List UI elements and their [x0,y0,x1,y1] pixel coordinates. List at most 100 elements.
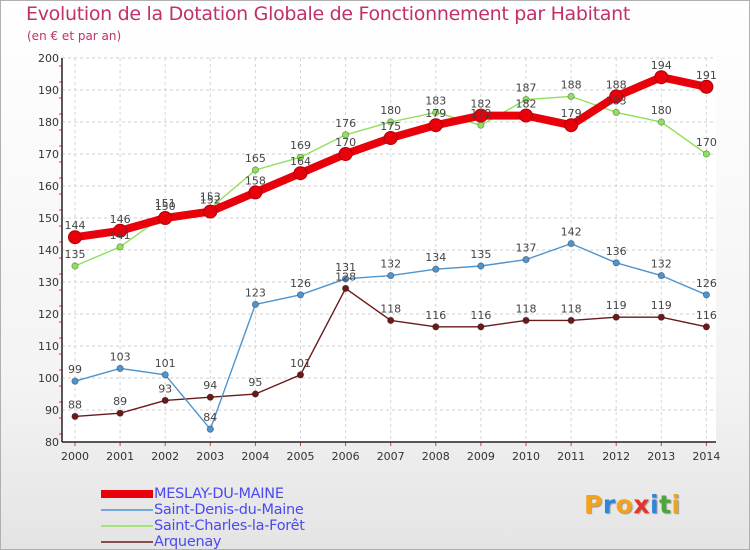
legend-swatch-meslay [101,490,153,498]
point-arquenay [612,313,620,321]
data-label-arquenay: 101 [290,357,311,370]
point-meslay [609,89,624,104]
data-label-saint-charles: 179 [470,107,491,120]
x-tick-label: 2009 [467,450,495,463]
point-saint-denis [71,377,79,385]
data-label-saint-charles: 169 [290,139,311,152]
point-saint-charles [341,131,350,139]
data-label-arquenay: 116 [696,309,717,322]
legend-swatch-arquenay [101,541,153,543]
data-label-meslay: 150 [155,200,176,213]
point-saint-denis [702,291,711,299]
data-label-meslay: 179 [561,107,582,120]
proxiti-letter: r [602,490,616,519]
point-saint-charles [71,262,79,270]
y-tick-label: 190 [38,84,59,97]
point-saint-charles [251,166,259,174]
point-saint-denis [206,425,214,433]
y-tick-label: 120 [38,308,59,321]
point-meslay [564,118,579,133]
point-saint-denis [567,240,575,248]
point-saint-charles [477,121,485,129]
data-label-saint-charles: 170 [696,136,717,149]
data-label-saint-denis: 137 [516,242,537,255]
legend-label-meslay: MESLAY-DU-MAINE [154,486,284,502]
data-label-saint-charles: 183 [606,94,627,107]
data-label-meslay: 188 [606,78,627,91]
chart-title: Evolution de la Dotation Globale de Fonc… [26,3,631,25]
y-tick-label: 130 [38,276,59,289]
point-meslay [203,204,218,219]
data-label-saint-denis: 135 [470,248,491,261]
proxiti-letter: P [584,490,603,519]
x-tick-label: 2000 [61,450,89,463]
legend-label-arquenay: Arquenay [154,534,222,550]
x-tick-label: 2012 [602,450,630,463]
point-meslay [338,147,353,161]
data-label-arquenay: 89 [113,395,127,408]
point-meslay [699,79,714,94]
point-meslay [473,108,488,123]
y-tick-label: 200 [38,52,59,65]
legend-swatch-meslay-bar [101,490,153,498]
point-meslay [293,166,308,181]
proxiti-letter: o [615,490,634,519]
data-label-meslay: 182 [470,98,491,111]
data-label-arquenay: 118 [516,302,537,315]
x-tick-label: 2004 [241,450,269,463]
proxiti-letter: i [671,490,681,519]
point-saint-denis [161,371,169,379]
data-label-saint-charles: 153 [200,190,221,203]
data-label-saint-denis: 103 [110,350,131,363]
x-tick-label: 2003 [196,450,224,463]
point-saint-denis [251,300,259,308]
proxiti-letter: t [659,490,672,519]
data-label-arquenay: 93 [158,382,172,395]
x-tick-label: 2005 [287,450,315,463]
point-saint-denis [296,291,305,299]
legend-swatch-saint-charles [101,525,153,527]
data-label-meslay: 170 [335,136,356,149]
point-arquenay [432,323,440,331]
point-saint-charles [116,243,124,251]
point-meslay [248,185,263,200]
y-tick-label: 100 [38,372,59,385]
data-label-saint-charles: 180 [651,104,672,117]
data-label-meslay: 191 [696,69,717,82]
point-meslay [383,131,398,145]
y-tick-label: 140 [38,244,59,257]
point-meslay [654,70,669,85]
point-arquenay [477,323,485,331]
point-saint-charles [612,108,620,117]
y-tick-label: 80 [45,436,59,449]
point-arquenay [251,390,259,398]
point-meslay [113,223,128,238]
data-label-arquenay: 95 [248,376,262,389]
data-label-meslay: 146 [110,213,131,226]
y-tick-label: 150 [38,212,59,225]
point-saint-charles [702,150,711,158]
data-label-saint-charles: 135 [65,248,86,261]
point-saint-denis [612,259,620,267]
point-arquenay [296,371,305,379]
point-saint-denis [432,265,440,273]
point-saint-charles [387,118,395,126]
data-label-saint-charles: 165 [245,152,266,165]
data-label-saint-denis: 101 [155,357,176,370]
data-label-arquenay: 119 [651,299,672,312]
point-arquenay [657,313,665,321]
point-meslay [519,108,533,123]
data-label-saint-denis: 84 [203,411,217,424]
x-tick-label: 2007 [377,450,405,463]
point-meslay [428,118,443,133]
point-arquenay [161,396,169,404]
data-label-saint-denis: 99 [68,363,82,376]
data-label-saint-denis: 134 [425,251,446,264]
data-label-meslay: 158 [245,174,266,187]
point-arquenay [116,409,124,417]
x-tick-label: 2011 [557,450,585,463]
data-label-arquenay: 116 [425,309,446,322]
data-label-arquenay: 119 [606,299,627,312]
point-saint-denis [387,271,395,280]
point-arquenay [522,316,530,324]
